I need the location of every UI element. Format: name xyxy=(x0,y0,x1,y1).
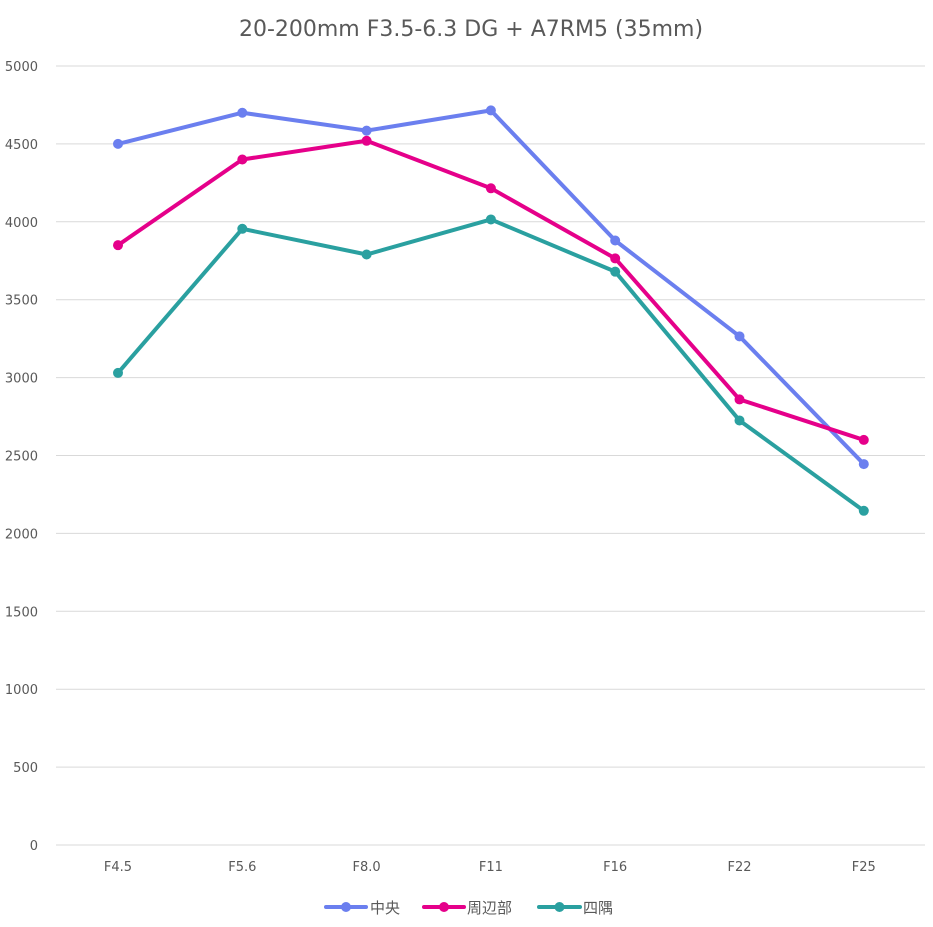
y-tick-label: 2000 xyxy=(5,527,38,542)
data-point xyxy=(237,223,248,234)
x-tick-label: F4.5 xyxy=(104,860,132,875)
legend: 中央 周辺部 四隅 xyxy=(324,899,613,917)
legend-label: 中央 xyxy=(370,899,400,917)
x-axis-ticks: F4.5 F5.6 F8.0 F11 F16 F22 F25 xyxy=(104,860,876,875)
data-point xyxy=(485,105,496,116)
y-tick-label: 3500 xyxy=(5,294,38,309)
y-tick-label: 1000 xyxy=(5,683,38,698)
y-axis-ticks: 0 500 1000 1500 2000 2500 3000 3500 4000 4500 5000 xyxy=(5,60,38,854)
y-tick-label: 1500 xyxy=(5,605,38,620)
x-tick-label: F11 xyxy=(479,860,503,875)
legend-label: 周辺部 xyxy=(467,899,512,917)
data-point xyxy=(361,135,372,146)
y-tick-label: 3000 xyxy=(5,372,38,387)
legend-marker-icon xyxy=(341,902,351,912)
data-point xyxy=(113,367,123,378)
x-tick-label: F16 xyxy=(603,860,627,875)
y-tick-label: 500 xyxy=(13,761,38,776)
data-point xyxy=(610,253,621,264)
data-point xyxy=(485,183,496,194)
y-tick-label: 2500 xyxy=(5,450,38,465)
series-0 xyxy=(113,105,869,470)
legend-item[interactable]: 中央 xyxy=(324,899,400,917)
data-point xyxy=(858,459,869,470)
series-lines xyxy=(113,105,869,516)
legend-marker-icon xyxy=(554,902,565,912)
data-point xyxy=(485,214,496,225)
legend-item[interactable]: 周辺部 xyxy=(422,899,512,917)
legend-marker-icon xyxy=(439,902,449,912)
data-point xyxy=(734,394,745,405)
series-line xyxy=(116,217,866,513)
series-1 xyxy=(113,135,869,445)
series-2 xyxy=(113,214,869,516)
data-point xyxy=(734,331,745,342)
data-point xyxy=(237,154,248,165)
y-tick-label: 0 xyxy=(30,839,38,854)
x-tick-label: F22 xyxy=(727,860,751,875)
data-point xyxy=(858,434,869,445)
gridlines xyxy=(56,65,925,846)
data-point xyxy=(610,235,621,246)
data-point xyxy=(113,138,123,149)
legend-label: 四隅 xyxy=(583,899,613,917)
data-point xyxy=(361,249,372,260)
data-point xyxy=(113,240,123,251)
x-tick-label: F25 xyxy=(852,860,876,875)
data-point xyxy=(361,125,372,136)
data-point xyxy=(734,415,745,426)
legend-item[interactable]: 四隅 xyxy=(537,899,613,917)
x-tick-label: F8.0 xyxy=(353,860,381,875)
chart-title: 20-200mm F3.5-6.3 DG + A7RM5 (35mm) xyxy=(239,17,703,42)
data-point xyxy=(858,505,869,516)
series-line xyxy=(116,108,866,467)
y-tick-label: 4500 xyxy=(5,138,38,153)
y-tick-label: 4000 xyxy=(5,216,38,231)
data-point xyxy=(237,107,248,118)
y-tick-label: 5000 xyxy=(5,60,38,75)
x-tick-label: F5.6 xyxy=(228,860,256,875)
data-point xyxy=(610,266,621,277)
